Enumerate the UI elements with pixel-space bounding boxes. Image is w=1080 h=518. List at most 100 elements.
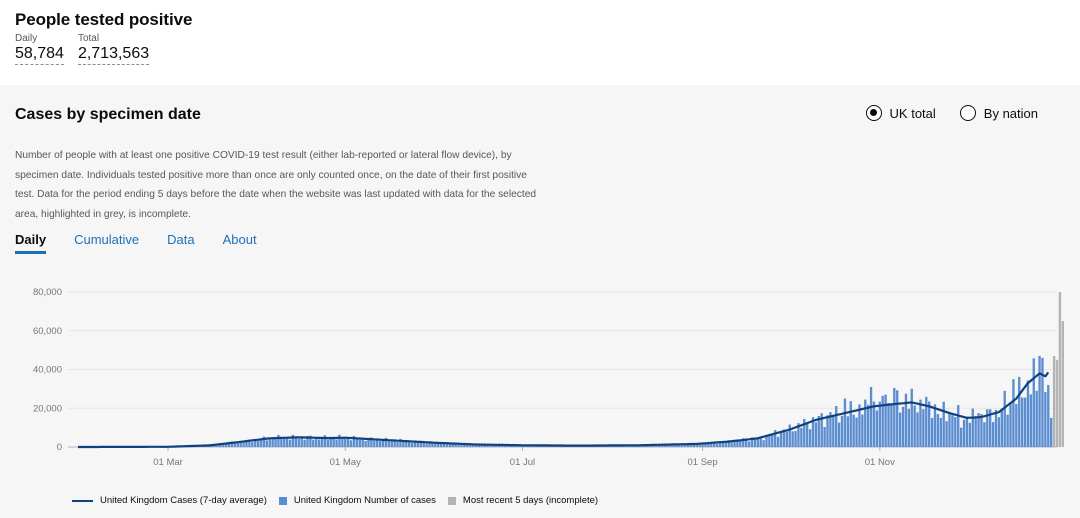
daily-bar — [349, 440, 353, 447]
total-label: Total — [77, 33, 100, 44]
daily-bar — [864, 399, 867, 447]
daily-bar — [849, 401, 852, 447]
y-tick-label: 60,000 — [33, 326, 62, 337]
daily-bar — [800, 427, 803, 447]
legend-label-cases: United Kingdom Number of cases — [293, 495, 436, 506]
daily-bar — [774, 430, 777, 447]
daily-bar — [262, 436, 266, 447]
daily-bar — [837, 422, 841, 447]
chart-container: 0 20,000 40,000 60,000 80,000 01 Mar 01 May 01 … — [0, 270, 1080, 518]
daily-bar — [829, 412, 832, 447]
daily-bar — [335, 439, 338, 447]
daily-bar — [948, 412, 951, 447]
daily-bar — [320, 438, 324, 447]
daily-bar — [750, 437, 754, 447]
daily-bar — [445, 442, 449, 447]
daily-bar — [457, 444, 460, 447]
average-line — [78, 371, 1050, 449]
daily-bar — [919, 399, 922, 447]
daily-bar — [724, 442, 728, 447]
daily-bar — [477, 444, 481, 447]
daily-bar — [373, 440, 376, 447]
daily-bar — [991, 422, 995, 447]
daily-bar — [846, 416, 850, 447]
daily-bar — [925, 396, 928, 447]
cases-card: Cases by specimen date UK total By natio… — [0, 85, 1080, 518]
daily-bar — [489, 444, 492, 447]
daily-bar — [352, 435, 356, 447]
tab-about[interactable]: About — [222, 232, 257, 247]
daily-bar — [1029, 394, 1033, 447]
daily-bar — [486, 445, 489, 447]
daily-bar — [245, 439, 248, 447]
daily-bar — [797, 423, 800, 447]
daily-bar — [832, 416, 835, 447]
tab-data[interactable]: Data — [167, 232, 195, 247]
legend-item-incomplete: Most recent 5 days (incomplete) — [447, 495, 598, 506]
daily-bar — [997, 417, 1001, 447]
daily-bar — [881, 395, 884, 447]
card-description: Number of people with at least one posit… — [15, 150, 537, 220]
radio-unchecked-icon[interactable] — [959, 105, 976, 121]
daily-bar — [367, 438, 370, 447]
daily-bar — [1003, 390, 1006, 447]
radio-by-nation-label: By nation — [983, 105, 1038, 121]
total-value[interactable]: 2,713,563 — [77, 44, 150, 65]
daily-bar — [794, 430, 797, 447]
daily-bar — [384, 437, 388, 447]
daily-bar — [303, 439, 306, 447]
daily-bar — [980, 413, 983, 447]
daily-bar — [765, 434, 768, 447]
daily-bar — [715, 443, 719, 447]
daily-bar — [989, 409, 992, 447]
daily-bar — [413, 440, 417, 447]
daily-bar — [762, 440, 765, 447]
x-tick-label: 01 May — [330, 457, 361, 468]
daily-bar — [344, 438, 347, 447]
daily-bar — [983, 422, 986, 447]
daily-bar — [280, 438, 283, 447]
daily-bar — [312, 439, 315, 447]
daily-bar — [669, 445, 672, 447]
radio-by-nation[interactable]: By nation — [959, 105, 1038, 121]
daily-bar — [283, 438, 286, 447]
daily-bar — [222, 444, 225, 447]
daily-bar — [898, 412, 902, 447]
daily-bar — [681, 443, 684, 447]
daily-bar — [448, 443, 452, 447]
chart-tabs: Daily Cumulative Data About — [15, 232, 257, 254]
daily-bar — [683, 444, 687, 447]
daily-bar — [239, 441, 242, 447]
daily-value[interactable]: 58,784 — [15, 44, 64, 65]
daily-bar — [771, 434, 774, 447]
daily-bar — [907, 408, 911, 447]
daily-bar — [364, 440, 367, 447]
daily-bar — [704, 442, 707, 447]
tab-cumulative[interactable]: Cumulative — [74, 232, 140, 247]
daily-bar — [916, 412, 919, 447]
tab-daily[interactable]: Daily — [15, 232, 47, 254]
headline-panel: People tested positive Daily 58,784 Tota… — [15, 10, 192, 65]
daily-bar — [277, 434, 280, 447]
daily-bar — [1006, 414, 1009, 447]
daily-bar — [730, 442, 733, 447]
radio-checked-icon[interactable] — [865, 105, 882, 121]
daily-bar — [896, 390, 899, 447]
daily-bar — [454, 443, 457, 447]
radio-uk-total[interactable]: UK total — [865, 105, 936, 121]
daily-bar — [727, 440, 730, 447]
daily-bar — [259, 439, 263, 447]
daily-bar — [370, 437, 373, 447]
daily-bar — [463, 443, 466, 447]
daily-bar — [378, 441, 382, 447]
daily-bar — [742, 438, 745, 447]
daily-bar — [808, 429, 812, 447]
daily-bar — [962, 419, 966, 447]
daily-bar — [439, 443, 443, 447]
daily-bar — [503, 445, 507, 447]
daily-bar — [994, 409, 998, 447]
cases-chart[interactable]: 0 20,000 40,000 60,000 80,000 01 Mar 01 May 01 … — [0, 270, 1080, 492]
daily-bar — [817, 416, 820, 447]
daily-bar — [358, 439, 361, 447]
daily-bar — [893, 387, 896, 447]
